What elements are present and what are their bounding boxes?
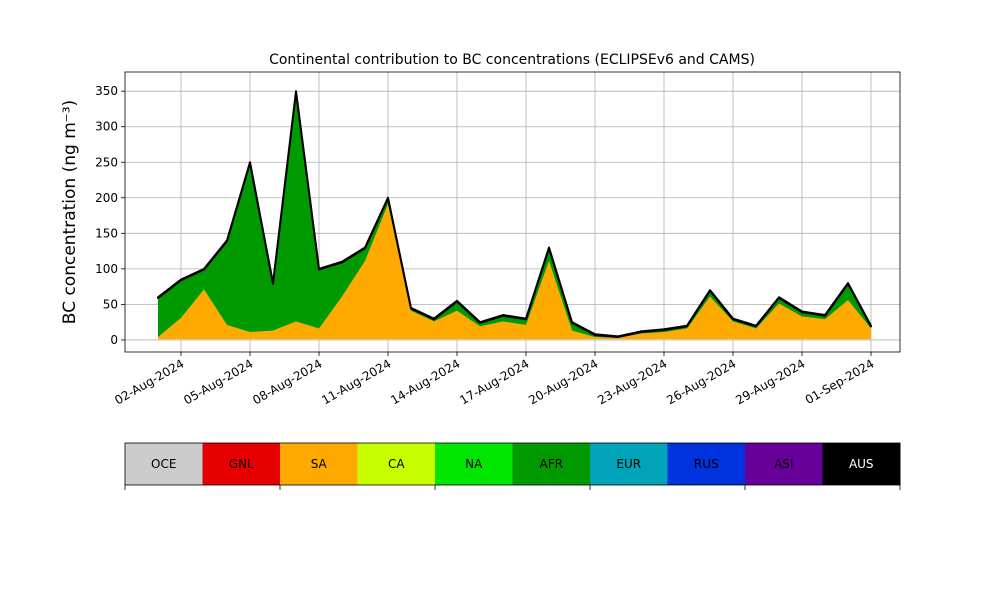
legend-label: NA bbox=[465, 457, 483, 471]
legend-swatch bbox=[357, 443, 436, 485]
legend-swatch bbox=[435, 443, 513, 485]
legend-label: RUS bbox=[694, 457, 719, 471]
legend-swatch bbox=[590, 443, 668, 485]
legend-swatch bbox=[280, 443, 358, 485]
area bbox=[158, 204, 871, 340]
y-tick-label: 250 bbox=[95, 155, 118, 169]
legend-frame bbox=[124, 442, 901, 486]
legend-swatch bbox=[822, 443, 901, 485]
legend-label: ASI bbox=[774, 457, 793, 471]
legend-swatch bbox=[667, 443, 746, 485]
legend-label: OCE bbox=[151, 457, 176, 471]
legend-colorbar: OCE GNL SA CA NA AFR EUR RUS ASI AUS bbox=[124, 442, 901, 490]
legend-swatch bbox=[512, 443, 591, 485]
legend-swatch bbox=[745, 443, 823, 485]
legend-label: SA bbox=[311, 457, 328, 471]
chart-title: Continental contribution to BC concentra… bbox=[269, 52, 755, 68]
area bbox=[157, 90, 872, 339]
legend-label: EUR bbox=[616, 457, 641, 471]
axes-frame bbox=[124, 71, 901, 353]
legend-swatch bbox=[202, 443, 281, 485]
legend-label: GNL bbox=[229, 457, 254, 471]
y-tick-label: 150 bbox=[95, 226, 118, 240]
legend-swatch bbox=[125, 443, 203, 485]
legend-label: AUS bbox=[849, 457, 874, 471]
area bbox=[158, 91, 871, 338]
y-tick-label: 50 bbox=[103, 297, 118, 311]
legend-label: CA bbox=[388, 457, 405, 471]
legend-label: AFR bbox=[540, 457, 563, 471]
area bbox=[158, 339, 871, 340]
y-tick-label: 100 bbox=[95, 262, 118, 276]
y-tick-label: 300 bbox=[95, 120, 118, 134]
y-tick-label: 0 bbox=[110, 333, 118, 347]
y-axis-label: BC concentration (ng m⁻³) bbox=[60, 100, 80, 324]
y-tick-label: 350 bbox=[95, 84, 118, 98]
y-tick-label: 200 bbox=[95, 191, 118, 205]
